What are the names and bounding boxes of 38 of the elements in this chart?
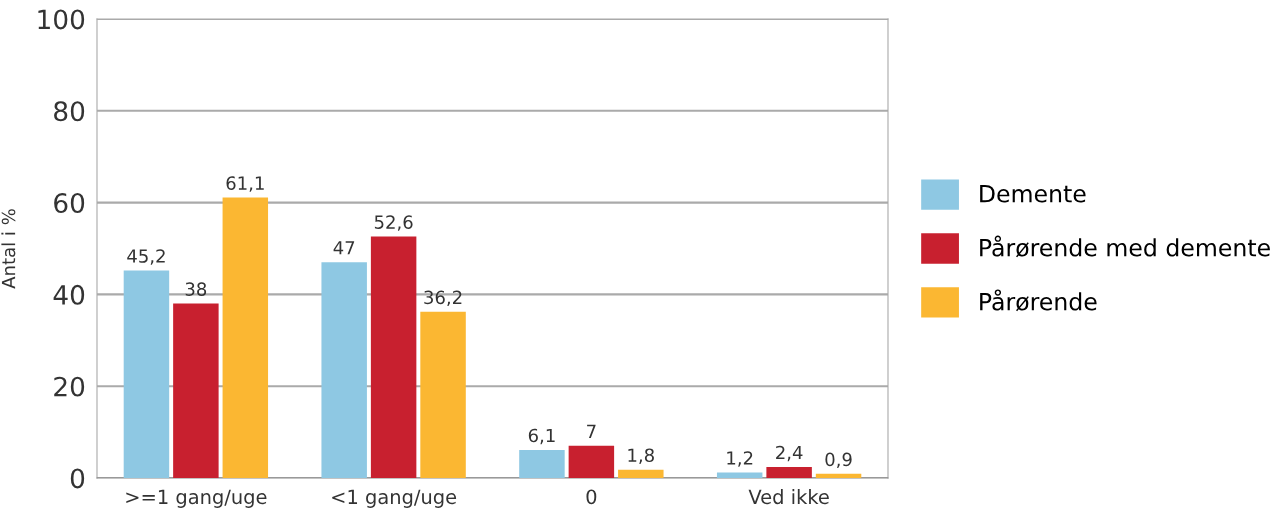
data-label: 2,4 bbox=[776, 445, 803, 462]
data-label: 1,8 bbox=[628, 448, 654, 464]
bar bbox=[618, 469, 664, 478]
data-label: 7 bbox=[587, 424, 596, 438]
bar bbox=[716, 472, 763, 478]
x-tick-label: >=1 gang/uge bbox=[126, 489, 267, 508]
bar bbox=[519, 450, 565, 478]
legend-label: Pårørende bbox=[980, 289, 1097, 312]
bar bbox=[766, 466, 812, 478]
y-axis-title: Antal i % bbox=[1, 209, 16, 289]
y-tick-label: 20 bbox=[54, 376, 85, 397]
x-tick-label: <1 gang/uge bbox=[332, 489, 457, 508]
data-label: 38 bbox=[185, 282, 207, 296]
y-tick-label: 80 bbox=[54, 101, 85, 122]
data-label: 45,2 bbox=[127, 249, 165, 265]
legend-label: Demente bbox=[980, 185, 1086, 203]
data-label: 0,9 bbox=[825, 452, 852, 469]
bar bbox=[321, 262, 367, 478]
x-tick-label: 0 bbox=[586, 489, 597, 505]
data-label: 1,2 bbox=[727, 451, 753, 467]
data-label: 61,1 bbox=[226, 176, 264, 192]
data-label: 47 bbox=[333, 241, 355, 255]
data-label: 52,6 bbox=[374, 215, 413, 231]
data-label: 6,1 bbox=[528, 428, 555, 445]
legend-label: Pårørende med demente bbox=[980, 235, 1270, 258]
bar bbox=[222, 197, 269, 478]
bar bbox=[568, 445, 615, 478]
bar bbox=[420, 311, 466, 478]
bar bbox=[370, 236, 417, 478]
y-tick-label: 40 bbox=[53, 284, 85, 305]
bar bbox=[123, 270, 170, 478]
bar bbox=[815, 473, 862, 478]
y-tick-label: 60 bbox=[54, 193, 85, 213]
x-tick-label: Ved ikke bbox=[748, 489, 829, 505]
y-tick-label: 0 bbox=[70, 468, 85, 489]
y-tick-label: 100 bbox=[38, 9, 85, 30]
bar bbox=[173, 303, 219, 478]
data-label: 36,2 bbox=[424, 290, 462, 307]
